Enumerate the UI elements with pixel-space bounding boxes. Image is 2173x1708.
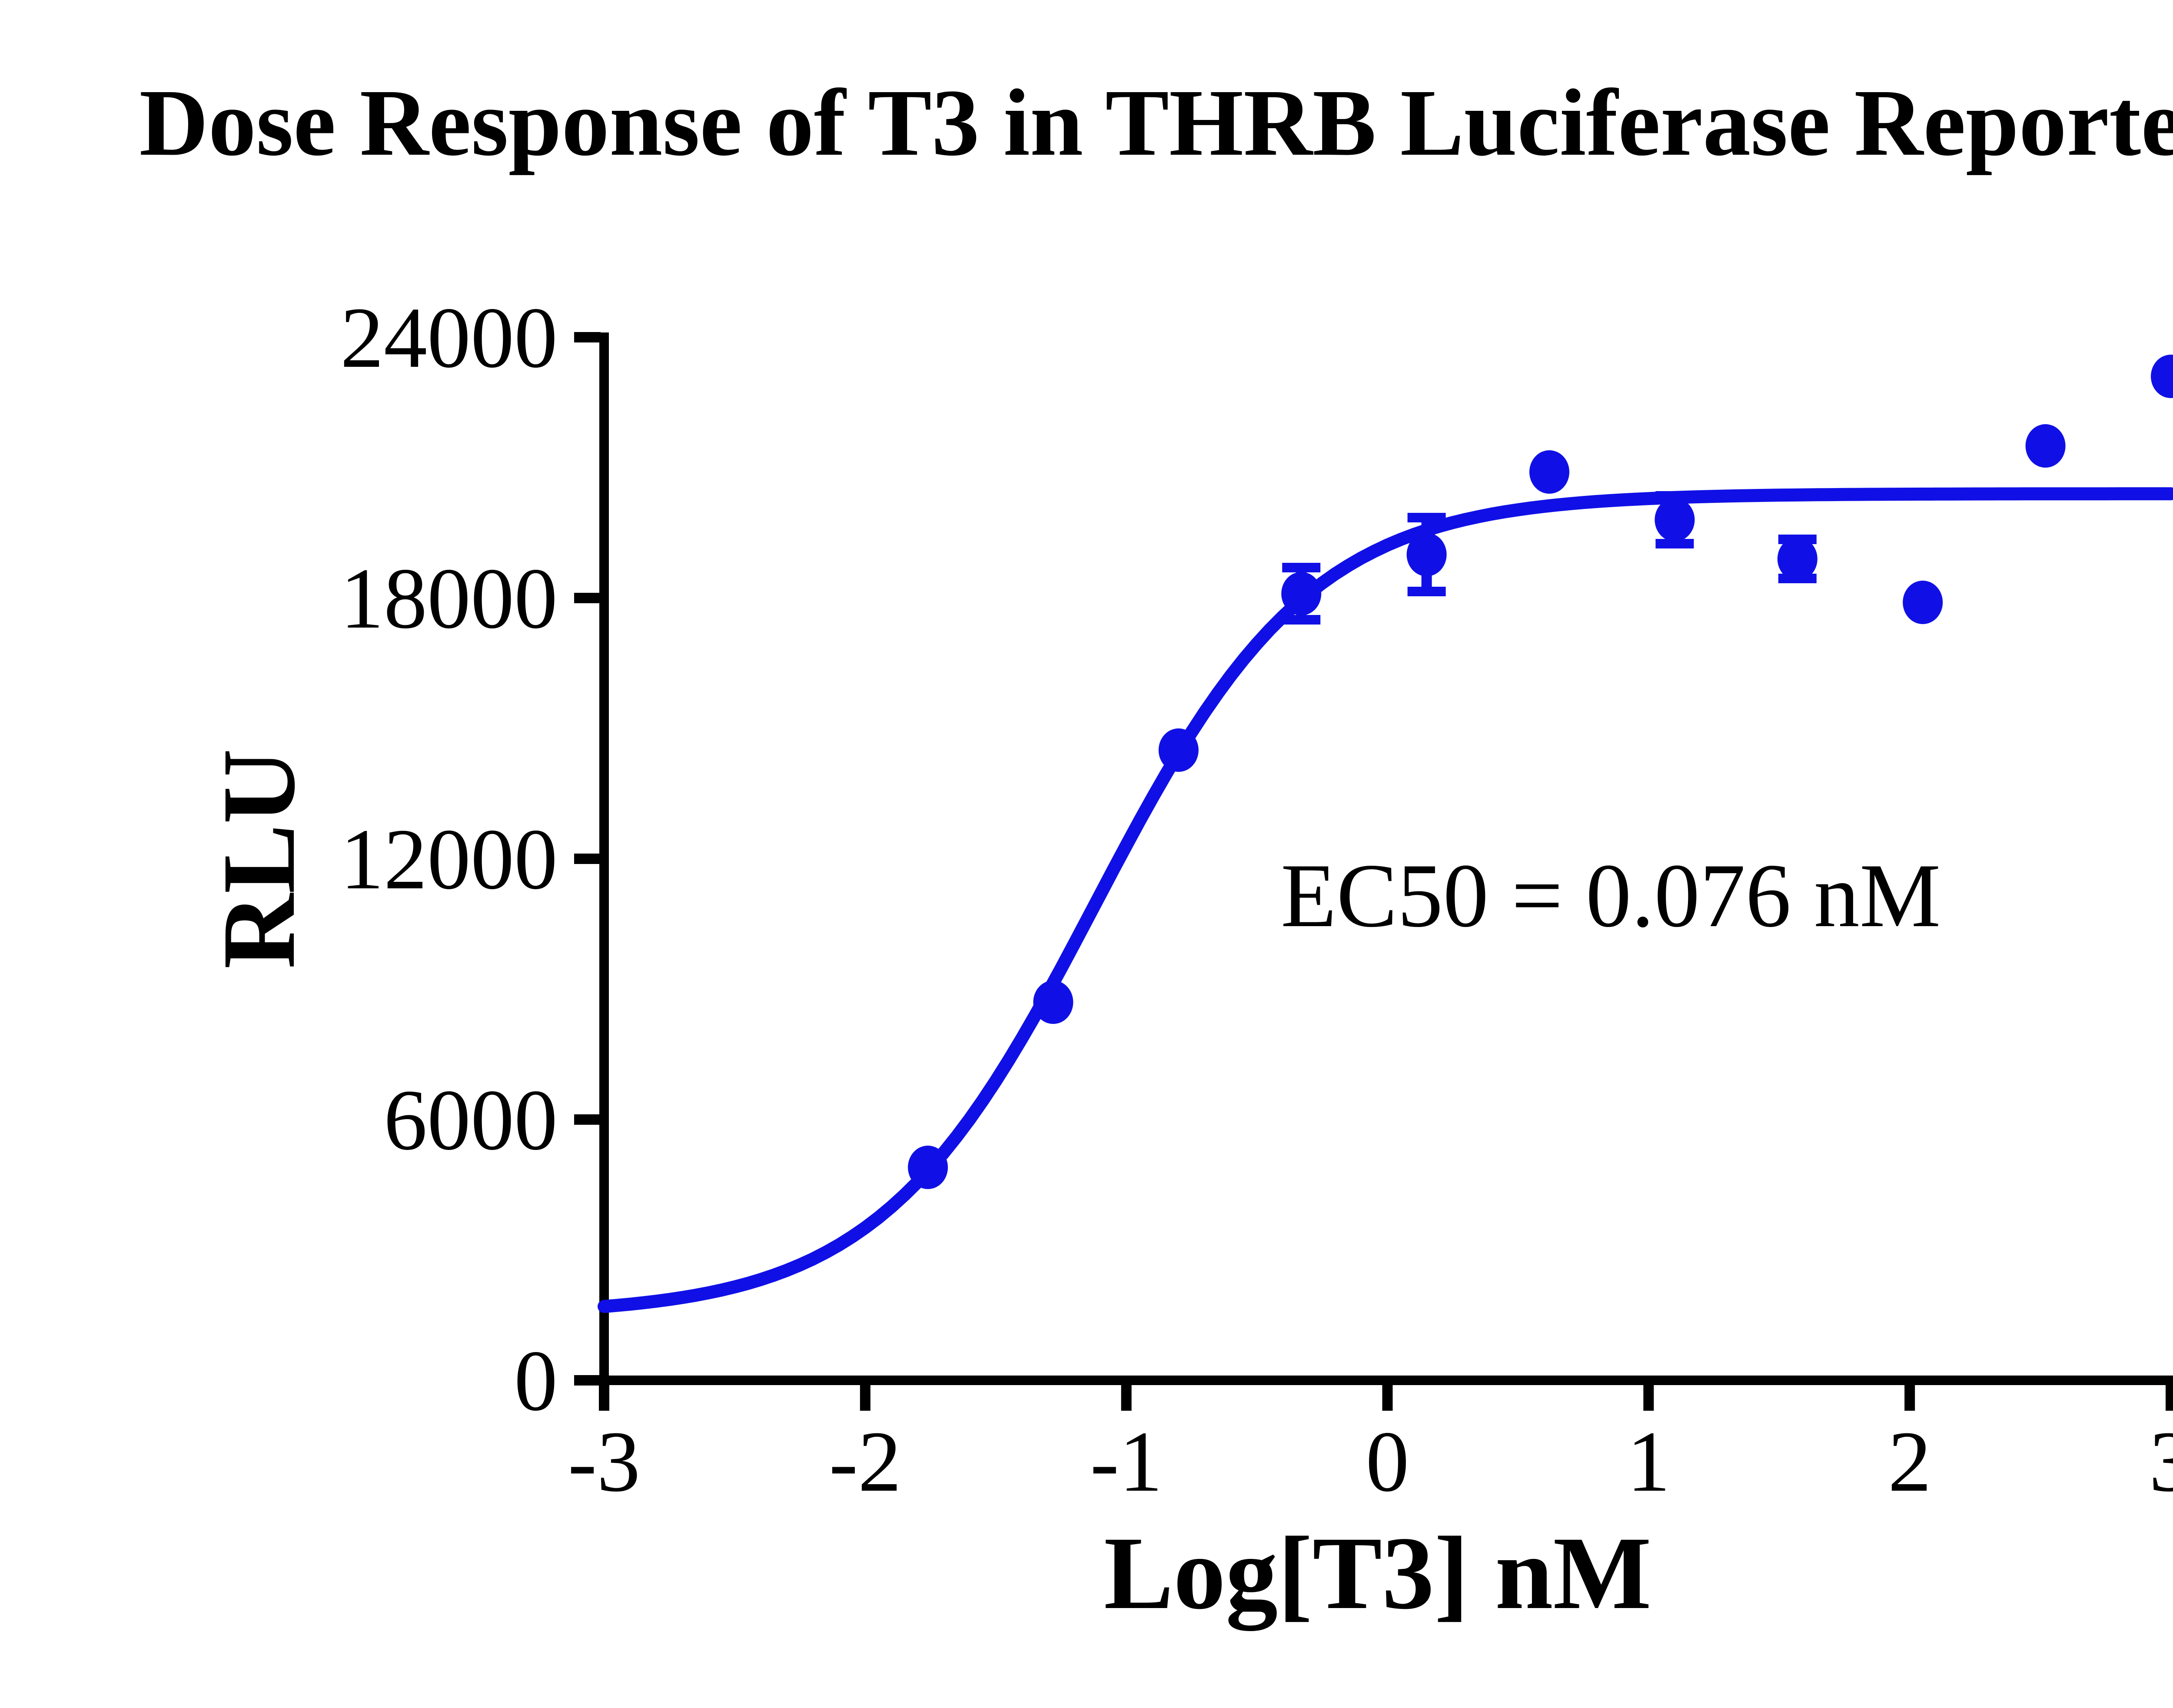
x-tick-label: -2: [829, 1414, 902, 1510]
x-tick-label: 0: [1366, 1414, 1409, 1510]
x-tick-label: -1: [1090, 1414, 1163, 1510]
data-point: [1281, 572, 1322, 615]
data-point: [1655, 498, 1695, 542]
data-point: [1158, 728, 1199, 772]
ec50-annotation: EC50 = 0.076 nM: [1281, 845, 1941, 946]
data-point: [2151, 355, 2173, 398]
y-tick-label: 18000: [340, 551, 558, 647]
data-point: [1777, 537, 1817, 581]
data-point: [1529, 450, 1570, 494]
x-tick-label: 2: [1888, 1414, 1931, 1510]
x-tick-label: -3: [568, 1414, 641, 1510]
y-axis-label: RLU: [201, 748, 316, 969]
y-tick-label: 0: [514, 1333, 558, 1429]
y-tick-label: 12000: [340, 811, 558, 907]
y-tick-label: 24000: [340, 290, 558, 386]
x-axis-label: Log[T3] nM: [1104, 1515, 1651, 1631]
x-tick-label: 3: [2149, 1414, 2173, 1510]
data-point: [908, 1146, 948, 1189]
data-point: [1406, 533, 1447, 576]
fit-curve: [598, 487, 2173, 1313]
y-tick-label: 6000: [384, 1072, 558, 1168]
chart-title: Dose Response of T3 in THRB Luciferase R…: [139, 70, 2173, 176]
data-point: [2025, 424, 2066, 468]
data-point: [1903, 581, 1943, 624]
x-tick-label: 1: [1627, 1414, 1670, 1510]
data-point: [1033, 980, 1073, 1024]
